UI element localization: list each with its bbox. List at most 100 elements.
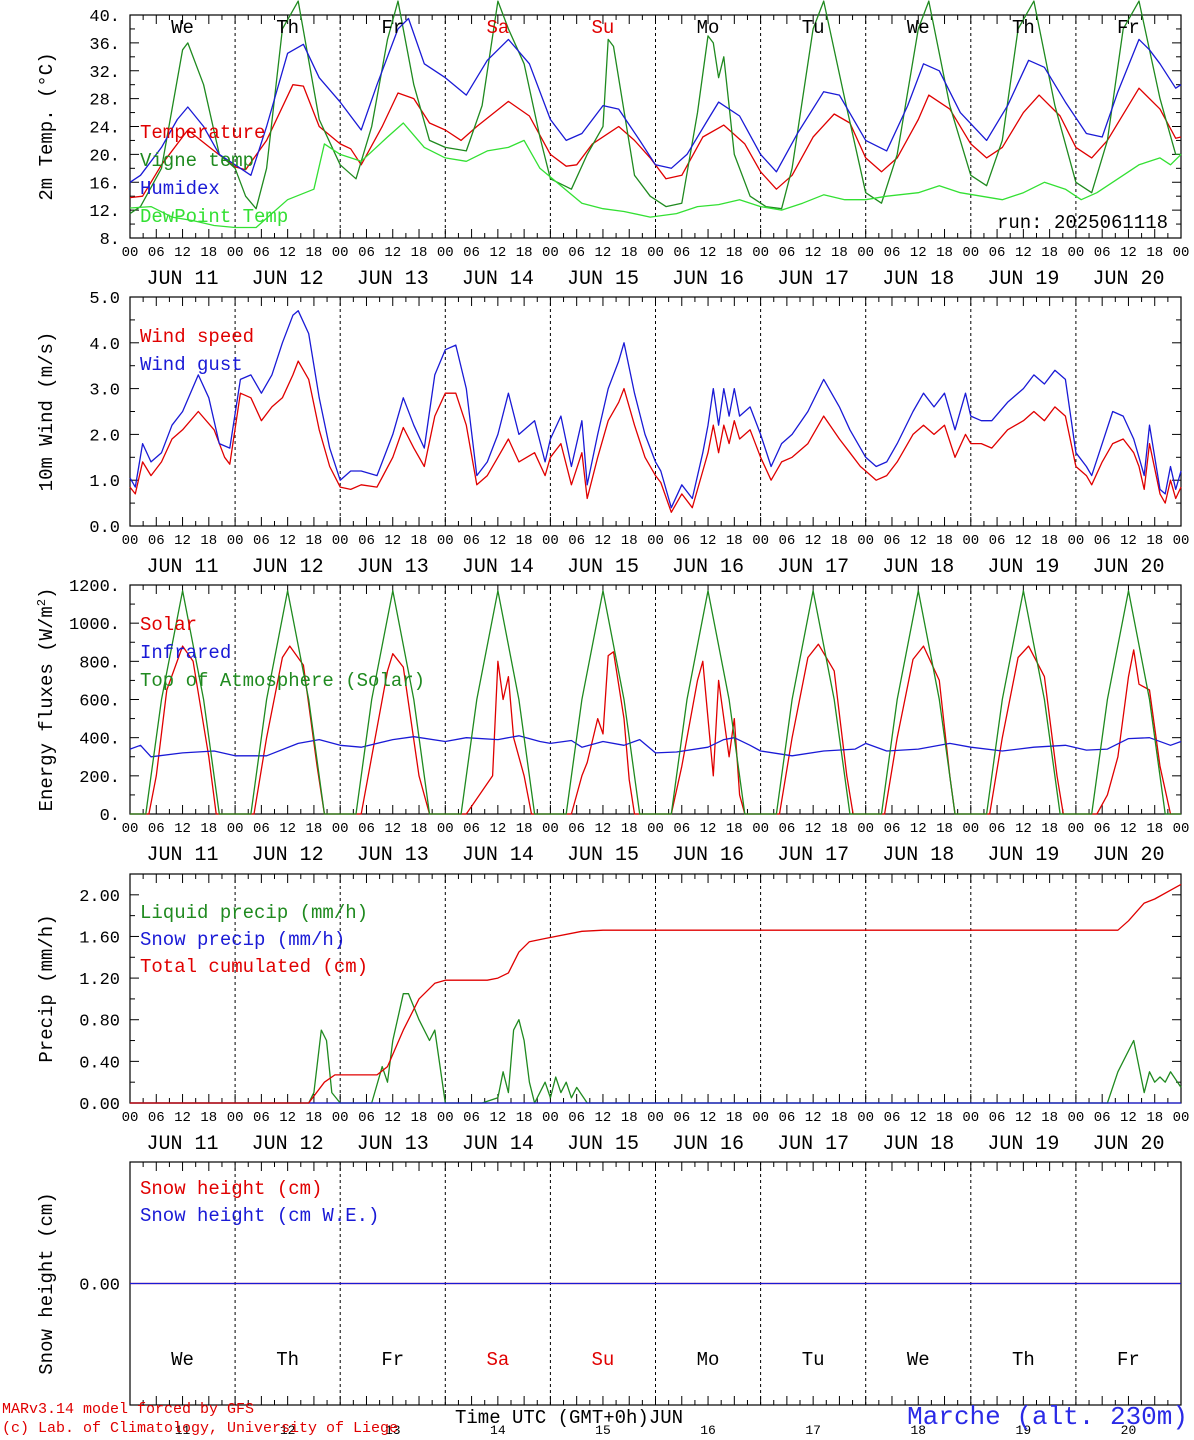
- hour-tick-label: 06: [884, 821, 901, 837]
- model-credits: MARv3.14 model forced by GFS (c) Lab. of…: [2, 1400, 398, 1438]
- y-tick-label: 40.: [89, 8, 120, 27]
- hour-tick-label: 18: [936, 821, 953, 837]
- hour-tick-label: 06: [989, 821, 1006, 837]
- hour-tick-label: 18: [411, 533, 428, 549]
- hour-tick-label: 18: [936, 533, 953, 549]
- panel-3: 1200. 1000. 800. 600. 400. 200. 0. Energy fluxe…: [35, 578, 1189, 867]
- legend-entry: Humidex: [140, 178, 220, 200]
- panel-4: 2.00 1.60 1.20 0.80 0.40 0.00 Precip (mm/h) 00 0…: [36, 873, 1189, 1156]
- legend-entry: DewPoint Temp: [140, 206, 288, 228]
- panel-5: 0.00 Snow height (cm) We 11 Th 12 Fr 13 Sa 14 Su 15…: [36, 1161, 1182, 1438]
- hour-tick-label: 00: [437, 245, 454, 261]
- legend-entry: Infrared: [140, 642, 231, 664]
- hour-tick-label: 00: [752, 821, 769, 837]
- hour-tick-label: 00: [752, 245, 769, 261]
- hour-tick-label: 18: [1146, 533, 1163, 549]
- hour-tick-label: 00: [857, 1110, 874, 1126]
- day-label: JUN 11: [147, 556, 219, 579]
- y-tick-label: 36.: [89, 36, 120, 55]
- hour-tick-label: 18: [516, 245, 533, 261]
- model-line: MARv3.14 model forced by GFS: [2, 1401, 255, 1418]
- y-tick-label: 0.40: [79, 1054, 120, 1073]
- hour-tick-label: 18: [726, 821, 743, 837]
- hour-tick-label: 06: [989, 533, 1006, 549]
- hour-tick-label: 18: [621, 1110, 638, 1126]
- day-number-label: 18: [910, 1423, 926, 1438]
- day-label: JUN 11: [147, 1133, 219, 1156]
- day-label: JUN 20: [1092, 556, 1164, 579]
- hour-tick-label: 00: [962, 821, 979, 837]
- day-label: JUN 12: [252, 844, 324, 867]
- hour-tick-label: 00: [437, 1110, 454, 1126]
- time-label: Time UTC (GMT+0h): [455, 1407, 649, 1429]
- hour-tick-label: 00: [227, 533, 244, 549]
- hour-tick-label: 00: [647, 1110, 664, 1126]
- hour-tick-label: 12: [174, 245, 191, 261]
- weekday-label: We: [907, 17, 930, 39]
- hour-tick-label: 06: [1094, 821, 1111, 837]
- hour-tick-label: 06: [673, 1110, 690, 1126]
- hour-tick-label: 06: [463, 533, 480, 549]
- hour-tick-label: 06: [568, 1110, 585, 1126]
- hour-tick-label: 12: [279, 533, 296, 549]
- hour-tick-label: 06: [673, 821, 690, 837]
- hour-tick-label: 06: [148, 245, 165, 261]
- hour-tick-label: 12: [595, 1110, 612, 1126]
- day-label: JUN 18: [882, 844, 954, 867]
- series-line: [130, 590, 1181, 815]
- y-axis-label: 2m Temp. (°C): [36, 52, 58, 200]
- hour-tick-label: 00: [122, 245, 139, 261]
- hour-tick-label: 18: [200, 245, 217, 261]
- y-tick-label: 1.0: [89, 473, 120, 492]
- hour-tick-label: 00: [962, 245, 979, 261]
- day-label: JUN 12: [252, 1133, 324, 1156]
- day-label: JUN 14: [462, 268, 534, 291]
- weekday-label: Mo: [697, 17, 720, 39]
- hour-tick-label: 12: [700, 821, 717, 837]
- series-line: [130, 883, 1182, 1104]
- day-label: JUN 13: [357, 844, 429, 867]
- day-number-label: 19: [1016, 1423, 1032, 1438]
- day-label: JUN 15: [567, 268, 639, 291]
- hour-tick-label: 12: [279, 1110, 296, 1126]
- day-label: JUN 18: [882, 1133, 954, 1156]
- hour-tick-label: 06: [358, 533, 375, 549]
- y-tick-label: 8.: [100, 231, 120, 250]
- hour-tick-label: 00: [647, 533, 664, 549]
- weekday-label: We: [907, 1349, 930, 1371]
- hour-tick-label: 18: [831, 1110, 848, 1126]
- legend-entry: Snow height (cm W.E.): [140, 1205, 379, 1227]
- hour-tick-label: 12: [1120, 1110, 1137, 1126]
- day-label: JUN 20: [1092, 844, 1164, 867]
- day-label: JUN 16: [672, 1133, 744, 1156]
- y-tick-label: 0.00: [79, 1277, 120, 1296]
- hour-tick-label: 00: [962, 533, 979, 549]
- weekday-label: Su: [592, 17, 615, 39]
- day-label: JUN 17: [777, 268, 849, 291]
- legend-entry: Top of Atmosphere (Solar): [140, 670, 425, 692]
- series-line: [129, 84, 1182, 199]
- weekday-label: Th: [276, 17, 299, 39]
- y-tick-label: 1200.: [69, 578, 120, 597]
- hour-tick-label: 12: [1015, 1110, 1032, 1126]
- series-line: [129, 310, 1182, 509]
- weekday-label: Th: [276, 1349, 299, 1371]
- hour-tick-label: 06: [1094, 1110, 1111, 1126]
- weekday-label: We: [171, 1349, 194, 1371]
- hour-tick-label: 18: [936, 1110, 953, 1126]
- hour-tick-label: 12: [1120, 533, 1137, 549]
- run-annotation: run: 2025061118: [997, 212, 1168, 234]
- hour-tick-label: 06: [1094, 533, 1111, 549]
- weekday-label: Sa: [486, 1349, 509, 1371]
- hour-tick-label: 00: [542, 533, 559, 549]
- day-label: JUN 15: [567, 556, 639, 579]
- hour-tick-label: 06: [778, 245, 795, 261]
- y-tick-label: 1.20: [79, 971, 120, 990]
- hour-tick-label: 06: [884, 533, 901, 549]
- weekday-label: Fr: [381, 1349, 404, 1371]
- hour-tick-label: 18: [936, 245, 953, 261]
- legend-entry: Wind speed: [140, 326, 254, 348]
- weekday-label: Tu: [802, 17, 825, 39]
- hour-tick-label: 00: [1067, 821, 1084, 837]
- day-label: JUN 14: [462, 844, 534, 867]
